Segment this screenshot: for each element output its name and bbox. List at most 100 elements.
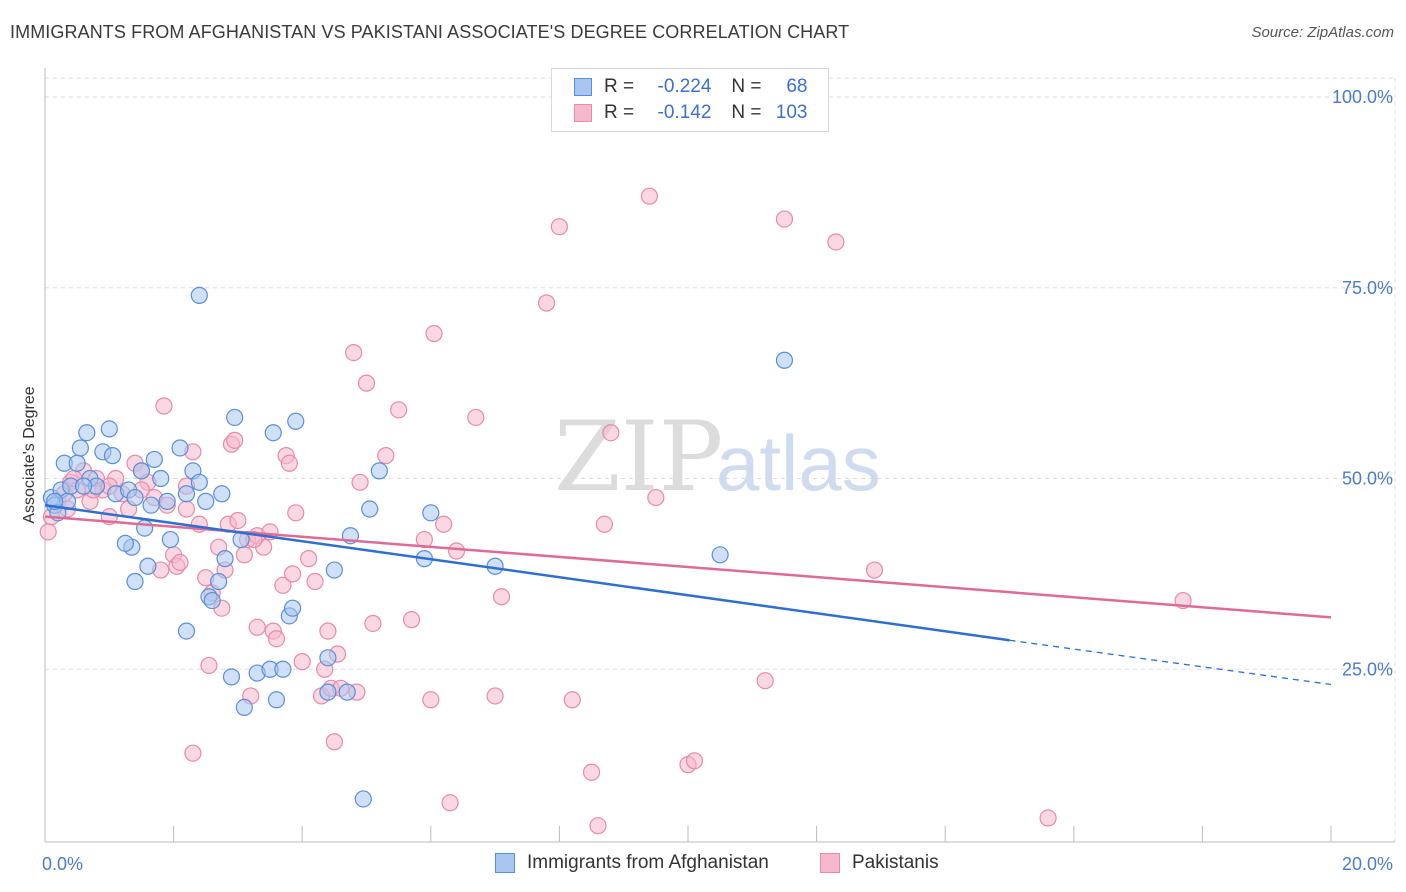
y-tick-label: 75.0% bbox=[1342, 278, 1393, 298]
data-point bbox=[197, 492, 215, 510]
data-point bbox=[171, 553, 189, 572]
data-point bbox=[602, 424, 620, 442]
data-point bbox=[74, 477, 93, 495]
legend-swatch-pink bbox=[820, 853, 840, 873]
n-value: 103 bbox=[775, 102, 808, 123]
data-point bbox=[435, 515, 453, 533]
tick-labels: 25.0% 50.0% 75.0% 100.0% 0.0% 20.0% bbox=[42, 87, 1393, 874]
data-point bbox=[361, 500, 379, 518]
data-point bbox=[226, 431, 244, 449]
data-point bbox=[287, 412, 305, 430]
r-value: -0.142 bbox=[657, 102, 712, 123]
data-point bbox=[126, 488, 144, 507]
data-point bbox=[71, 439, 89, 457]
data-point bbox=[161, 530, 179, 549]
data-point bbox=[287, 504, 305, 522]
legend-swatch-blue bbox=[495, 853, 515, 873]
data-point bbox=[100, 420, 118, 438]
data-point bbox=[402, 611, 421, 629]
x-tick-label: 20.0% bbox=[1342, 854, 1393, 874]
data-point bbox=[492, 588, 511, 606]
data-point bbox=[200, 656, 218, 675]
data-point bbox=[177, 485, 196, 503]
data-point bbox=[827, 233, 845, 251]
trend-line-afghanistan bbox=[44, 503, 1010, 642]
data-point bbox=[78, 424, 96, 442]
data-point bbox=[711, 546, 729, 564]
x-tick-label: 0.0% bbox=[42, 854, 83, 874]
data-point bbox=[595, 515, 614, 533]
data-point bbox=[177, 622, 196, 640]
data-point bbox=[177, 500, 196, 518]
data-point bbox=[171, 439, 189, 457]
data-point bbox=[293, 653, 311, 671]
data-point bbox=[267, 691, 286, 709]
chart-title: IMMIGRANTS FROM AFGHANISTAN VS PAKISTANI… bbox=[10, 22, 850, 42]
data-point bbox=[216, 550, 234, 568]
data-point bbox=[865, 561, 884, 579]
data-point bbox=[640, 187, 659, 205]
data-point bbox=[325, 561, 343, 579]
trend-line-pakistanis bbox=[44, 515, 1332, 619]
data-point bbox=[377, 447, 395, 465]
data-point bbox=[132, 462, 151, 480]
data-point bbox=[235, 546, 253, 564]
data-point bbox=[158, 492, 176, 510]
legend-swatch-pink bbox=[574, 104, 592, 122]
data-point bbox=[537, 294, 556, 312]
afghanistan-points bbox=[42, 286, 794, 808]
data-point bbox=[775, 210, 794, 228]
data-point bbox=[274, 576, 292, 594]
data-point bbox=[274, 660, 292, 678]
data-point bbox=[155, 397, 173, 415]
data-point bbox=[126, 572, 144, 591]
n-label: N = bbox=[731, 102, 762, 123]
data-point bbox=[467, 408, 485, 427]
data-point bbox=[139, 557, 157, 575]
data-point bbox=[589, 817, 607, 835]
data-point bbox=[229, 511, 247, 530]
data-point bbox=[775, 351, 794, 369]
data-point bbox=[422, 504, 440, 522]
data-point bbox=[136, 519, 154, 537]
data-point bbox=[550, 218, 569, 236]
data-point bbox=[486, 687, 504, 705]
watermark-zip: ZIP bbox=[554, 401, 723, 513]
data-point bbox=[203, 591, 221, 610]
data-point bbox=[422, 691, 440, 709]
data-point bbox=[319, 683, 337, 701]
data-point bbox=[357, 374, 376, 392]
watermark: ZIP atlas bbox=[554, 401, 881, 513]
data-point bbox=[647, 488, 665, 507]
data-point bbox=[116, 534, 134, 552]
legend-row-afghanistan: R = -0.224 N = 68 bbox=[574, 74, 808, 100]
data-point bbox=[267, 630, 286, 648]
series-legend: Immigrants from Afghanistan Pakistanis bbox=[0, 852, 1406, 878]
data-point bbox=[563, 691, 581, 709]
correlation-legend: R = -0.224 N = 68 R = -0.142 N = 103 bbox=[551, 68, 829, 132]
legend-swatch-blue bbox=[574, 78, 592, 96]
n-label: N = bbox=[731, 76, 762, 97]
legend-item-pakistanis[interactable]: Pakistanis bbox=[820, 852, 939, 874]
data-point bbox=[364, 614, 382, 633]
legend-row-pakistanis: R = -0.142 N = 103 bbox=[574, 100, 808, 126]
data-point bbox=[152, 469, 170, 488]
data-point bbox=[425, 324, 443, 343]
data-point bbox=[345, 344, 363, 362]
data-point bbox=[351, 473, 369, 491]
data-point bbox=[103, 447, 122, 465]
r-value: -0.224 bbox=[657, 76, 712, 97]
watermark-atlas: atlas bbox=[716, 419, 881, 507]
data-point bbox=[582, 763, 601, 781]
data-point bbox=[210, 572, 228, 591]
data-point bbox=[283, 565, 302, 583]
data-point bbox=[145, 450, 163, 469]
legend-item-afghanistan[interactable]: Immigrants from Afghanistan bbox=[495, 852, 769, 874]
data-point bbox=[1039, 809, 1057, 827]
data-point bbox=[235, 698, 253, 717]
data-point bbox=[264, 424, 282, 442]
y-axis-label: Associate's Degree bbox=[21, 386, 38, 523]
r-label: R = bbox=[604, 102, 635, 123]
data-point bbox=[280, 454, 298, 472]
